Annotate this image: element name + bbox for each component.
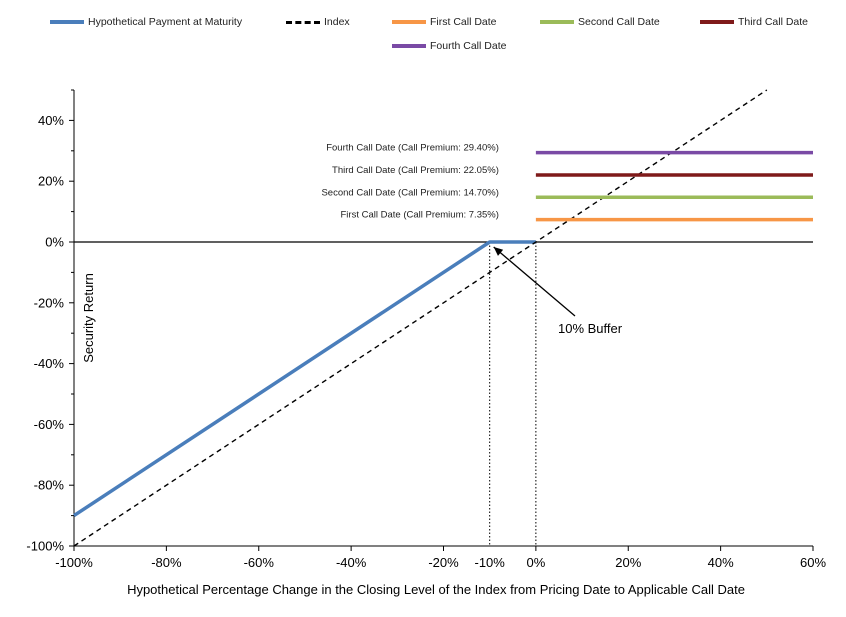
y-tick-label: -20% [34,295,65,310]
legend-swatch [286,20,320,24]
y-tick-label: -100% [26,539,64,554]
x-tick-label: -80% [151,555,182,570]
legend-item: Third Call Date [700,16,808,28]
legend-swatch [392,44,426,48]
legend-label: Fourth Call Date [430,40,507,52]
hypothetical-payment-at-maturity-series-line [73,240,536,518]
y-axis-title: Security Return [81,273,96,363]
y-tick-label: 0% [45,235,64,250]
legend-swatch [50,20,84,24]
y-tick-label: -40% [34,356,65,371]
y-tick-label: -60% [34,417,65,432]
buffer-arrow-line [493,246,576,317]
call-premium-annotation: First Call Date (Call Premium: 7.35%) [341,210,499,221]
buffer-arrow-head [493,247,504,256]
x-tick-label: 0% [526,555,545,570]
x-tick-label: -10% [475,555,506,570]
y-tick-label: 20% [38,174,64,189]
x-tick-label: 40% [708,555,734,570]
buffer-label: 10% Buffer [558,321,623,336]
legend-label: First Call Date [430,16,497,28]
legend-label: Second Call Date [578,16,660,28]
y-tick-label: -80% [34,478,65,493]
legend-item: Hypothetical Payment at Maturity [50,16,242,28]
legend-swatch [540,20,574,24]
x-tick-label: -40% [336,555,367,570]
call-premium-annotation: Third Call Date (Call Premium: 22.05%) [332,165,499,176]
x-tick-label: -100% [55,555,93,570]
legend-item: Fourth Call Date [392,40,506,52]
x-tick-label: -20% [428,555,459,570]
legend-label: Index [324,16,350,28]
x-tick-label: -60% [244,555,275,570]
x-tick-label: 20% [615,555,641,570]
legend-label: Hypothetical Payment at Maturity [88,16,243,28]
legend-item: First Call Date [392,16,497,28]
y-tick-label: 40% [38,113,64,128]
legend-label: Third Call Date [738,16,809,28]
legend-item: Second Call Date [540,16,660,28]
call-premium-annotation: Fourth Call Date (Call Premium: 29.40%) [326,143,499,154]
legend-swatch [392,20,426,24]
legend-item: Index [286,16,350,28]
x-axis-title: Hypothetical Percentage Change in the Cl… [127,582,745,597]
legend-swatch [700,20,734,24]
call-premium-annotation: Second Call Date (Call Premium: 14.70%) [321,187,498,198]
index-series-line [73,89,768,547]
x-tick-label: 60% [800,555,826,570]
